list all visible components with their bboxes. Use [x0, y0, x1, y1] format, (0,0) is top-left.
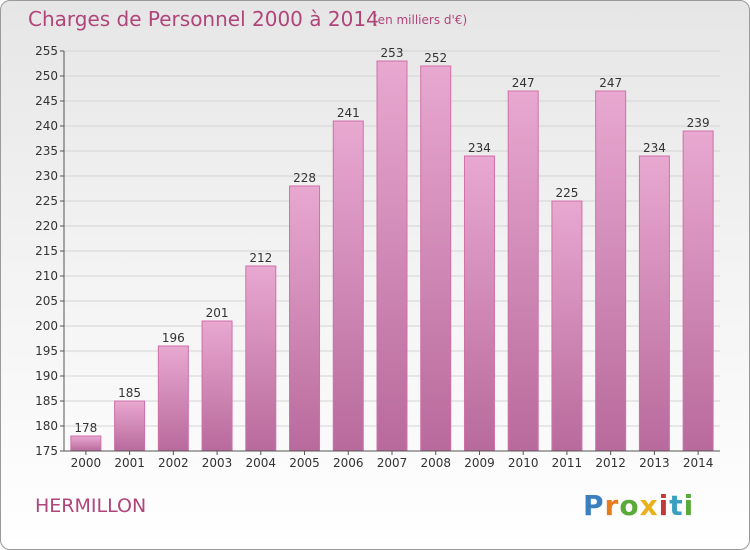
chart-title: Charges de Personnel 2000 à 2014	[28, 7, 379, 31]
x-tick-label: 2013	[639, 456, 670, 470]
bar	[289, 185, 321, 452]
bar-value-label: 212	[249, 251, 272, 265]
x-tick-label: 2006	[333, 456, 364, 470]
y-tick-label: 195	[35, 344, 58, 358]
bar-value-label: 201	[206, 306, 229, 320]
y-tick-label: 225	[35, 194, 58, 208]
logo-letter: x	[639, 489, 659, 522]
y-tick-label: 220	[35, 219, 58, 233]
bar-value-label: 234	[468, 141, 491, 155]
bar	[70, 435, 102, 452]
x-tick-label: 2000	[71, 456, 102, 470]
bar	[332, 120, 364, 452]
x-tick-label: 2009	[464, 456, 495, 470]
y-tick-label: 210	[35, 269, 58, 283]
bar-value-label: 225	[555, 186, 578, 200]
x-tick-label: 2003	[202, 456, 233, 470]
y-tick-label: 215	[35, 244, 58, 258]
bar-value-label: 185	[118, 386, 141, 400]
bar	[114, 400, 146, 452]
bar	[682, 130, 714, 452]
x-tick-label: 2011	[552, 456, 583, 470]
x-tick-label: 2004	[246, 456, 277, 470]
bar-value-label: 228	[293, 171, 316, 185]
bar-value-label: 247	[599, 76, 622, 90]
bar	[551, 200, 583, 452]
y-tick-label: 255	[35, 44, 58, 58]
bar-value-label: 241	[337, 106, 360, 120]
x-tick-label: 2001	[114, 456, 145, 470]
logo-letter: o	[619, 489, 640, 522]
logo-letter: i	[658, 489, 670, 522]
logo-letter: P	[583, 489, 605, 522]
x-tick-label: 2002	[158, 456, 189, 470]
y-tick-label: 230	[35, 169, 58, 183]
bar	[507, 90, 539, 452]
y-tick-label: 200	[35, 319, 58, 333]
bar-value-label: 252	[424, 51, 447, 65]
x-tick-label: 2007	[377, 456, 408, 470]
y-tick-label: 205	[35, 294, 58, 308]
logo-letter: t	[669, 489, 684, 522]
bar	[201, 320, 233, 452]
x-tick-label: 2010	[508, 456, 539, 470]
bar	[638, 155, 670, 452]
bar	[595, 90, 627, 452]
y-tick-label: 240	[35, 119, 58, 133]
bar	[157, 345, 189, 452]
x-tick-label: 2012	[595, 456, 626, 470]
x-tick-label: 2008	[420, 456, 451, 470]
proxiti-logo[interactable]: Proxiti	[583, 489, 694, 522]
y-tick-label: 250	[35, 69, 58, 83]
y-tick-label: 245	[35, 94, 58, 108]
bar-value-label: 196	[162, 331, 185, 345]
chart-subtitle: (en milliers d'€)	[373, 13, 468, 27]
bar	[376, 60, 408, 452]
logo-letter: r	[604, 489, 620, 522]
y-tick-label: 185	[35, 394, 58, 408]
bar-value-label: 234	[643, 141, 666, 155]
y-tick-label: 175	[35, 444, 58, 458]
y-tick-label: 180	[35, 419, 58, 433]
y-tick-label: 235	[35, 144, 58, 158]
bar	[420, 65, 452, 452]
town-name: HERMILLON	[35, 495, 147, 517]
bar	[463, 155, 495, 452]
y-tick-label: 190	[35, 369, 58, 383]
x-tick-label: 2005	[289, 456, 320, 470]
bar-value-label: 239	[687, 116, 710, 130]
x-tick-label: 2014	[683, 456, 714, 470]
bar-value-label: 178	[74, 421, 97, 435]
bar-value-label: 253	[381, 46, 404, 60]
logo-letter: i	[683, 489, 695, 522]
bar	[245, 265, 277, 452]
bar-value-label: 247	[512, 76, 535, 90]
